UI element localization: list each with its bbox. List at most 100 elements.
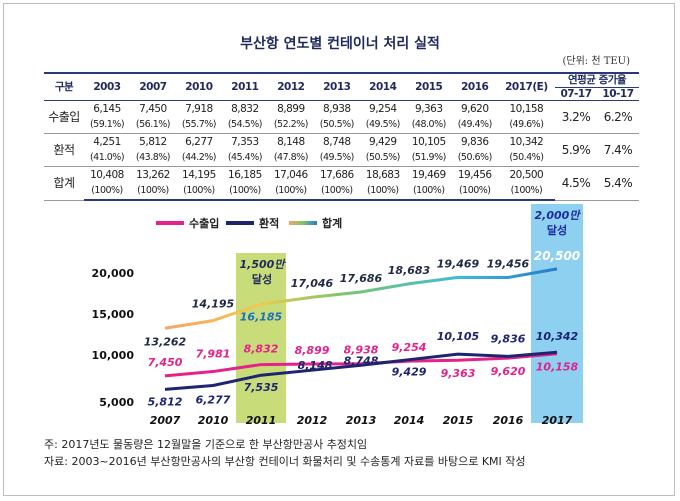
data-label: 9,836: [491, 332, 526, 345]
table-cell: 9,836: [460, 136, 489, 148]
share-cell: (45.4%): [221, 150, 268, 167]
table-cell: 9,429: [369, 136, 397, 148]
note-2: 자료: 2003~2016년 부산항만공사의 부산항 컨테이너 화물처리 및 수…: [44, 455, 526, 468]
table-header-row: 구분 2003 2007 2010 2011 2012 2013 2014 20…: [44, 72, 639, 101]
growth-cell: 3.2%: [555, 100, 597, 134]
table-cell: 5,812: [139, 136, 167, 148]
header-year: 2015: [405, 72, 452, 101]
table-cell: 8,748: [323, 136, 351, 148]
share-cell: (100%): [267, 183, 314, 201]
header-year: 2016: [451, 72, 498, 101]
table-cell: 10,105: [411, 136, 446, 148]
share-cell: (100%): [359, 183, 406, 201]
data-label: 18,683: [388, 264, 431, 277]
share-cell: (49.5%): [359, 117, 406, 134]
data-label: 7,535: [244, 381, 279, 394]
data-label: 17,046: [291, 277, 334, 290]
header-growth-col: 07-17: [555, 87, 597, 101]
table-cell: 10,408: [90, 169, 124, 181]
table-cell: 16,185: [228, 169, 262, 181]
share-cell: (100%): [175, 183, 222, 201]
milestone-label: 1,500만: [240, 258, 287, 271]
share-cell: (100%): [313, 183, 360, 201]
share-cell: (100%): [129, 183, 176, 201]
share-cell: (49.6%): [497, 117, 556, 134]
table-cell: 17,686: [319, 169, 354, 181]
figure-frame: [3, 3, 675, 496]
table-cell: 6,277: [185, 136, 213, 148]
data-label: 8,748: [344, 354, 379, 367]
header-year: 2007: [129, 72, 176, 101]
milestone-label: 달성: [252, 272, 272, 286]
milestone-label: 달성: [547, 223, 567, 237]
table-row: 환적 4,251 5,812 6,277 7,353 8,148 8,748 9,429 10,…: [44, 133, 639, 167]
series-line: [164, 352, 558, 378]
data-label: 17,686: [340, 272, 383, 285]
share-cell: (100%): [221, 183, 268, 201]
header-year: 2010: [175, 72, 222, 101]
share-cell: (100%): [451, 183, 498, 201]
highlight-box: [236, 253, 286, 423]
row-label: 합계: [44, 166, 84, 201]
legend-label: 합계: [322, 216, 342, 230]
data-label: 8,148: [298, 359, 333, 372]
share-cell: (48.0%): [405, 117, 452, 134]
table-cell: 19,469: [411, 169, 446, 181]
share-cell: (51.9%): [405, 150, 452, 167]
share-cell: (55.7%): [175, 117, 222, 134]
header-category: 구분: [44, 72, 84, 101]
y-tick-label: 10,000: [92, 349, 135, 362]
table-cell: 9,363: [414, 103, 443, 115]
legend-label: 수출입: [189, 216, 219, 230]
table-row: 수출입 6,145 7,450 7,918 8,832 8,899 8,938 9,254 9,…: [44, 100, 639, 134]
x-tick-label: 2011: [246, 414, 277, 427]
data-label: 10,158: [536, 361, 579, 374]
table-cell: 18,683: [365, 169, 400, 181]
data-label: 19,456: [487, 257, 530, 270]
share-cell: (50.4%): [497, 150, 556, 167]
series-line: [164, 350, 558, 391]
table-cell: 8,938: [323, 103, 351, 115]
share-cell: (49.5%): [313, 150, 360, 167]
growth-cell: 5.9%: [555, 133, 597, 167]
share-cell: (59.1%): [84, 117, 130, 134]
share-cell: (41.0%): [84, 150, 130, 167]
header-year: 2003: [84, 72, 130, 101]
table-cell: 6,145: [93, 103, 121, 115]
table-cell: 20,500: [509, 169, 544, 181]
share-cell: (50.6%): [451, 150, 498, 167]
data-label: 19,469: [437, 257, 480, 270]
header-year: 2012: [267, 72, 314, 101]
legend-label: 환적: [259, 216, 279, 230]
x-tick-label: 2007: [150, 414, 181, 427]
data-label: 9,363: [441, 367, 476, 380]
figure-title: 부산항 연도별 컨테이너 처리 실적: [240, 36, 440, 52]
y-tick-label: 20,000: [92, 267, 135, 280]
growth-cell: 4.5%: [555, 166, 597, 201]
data-table: 구분 2003 2007 2010 2011 2012 2013 2014 20…: [44, 72, 639, 201]
milestone-label: 2,000만: [535, 209, 582, 222]
data-label: 9,620: [491, 365, 526, 378]
share-cell: (47.8%): [267, 150, 314, 167]
data-label: 10,342: [536, 330, 579, 343]
header-year: 2014: [359, 72, 406, 101]
unit-label: (단위: 천 TEU): [562, 56, 630, 67]
data-label: 9,429: [392, 366, 427, 379]
table-cell: 7,918: [185, 103, 213, 115]
table-cell: 17,046: [273, 169, 308, 181]
share-cell: (50.5%): [359, 150, 406, 167]
table-row: 합계 10,408 13,262 14,195 16,185 17,046 17,686 18…: [44, 166, 639, 201]
data-label: 7,981: [196, 348, 231, 361]
x-tick-label: 2014: [394, 414, 425, 427]
table-row-share: (41.0%) (43.8%) (44.2%) (45.4%) (47.8%) (49.5…: [44, 150, 639, 167]
data-label: 10,105: [437, 330, 480, 343]
table-cell: 13,262: [136, 169, 170, 181]
growth-cell: 7.4%: [596, 133, 639, 167]
data-label: 8,832: [244, 343, 279, 356]
x-tick-label: 2013: [346, 414, 377, 427]
table-row-share: (59.1%) (56.1%) (55.7%) (54.5%) (52.2%) (50.5…: [44, 117, 639, 134]
header-year: 2011: [221, 72, 268, 101]
y-tick-label: 15,000: [92, 308, 135, 321]
table-cell: 8,148: [277, 136, 305, 148]
